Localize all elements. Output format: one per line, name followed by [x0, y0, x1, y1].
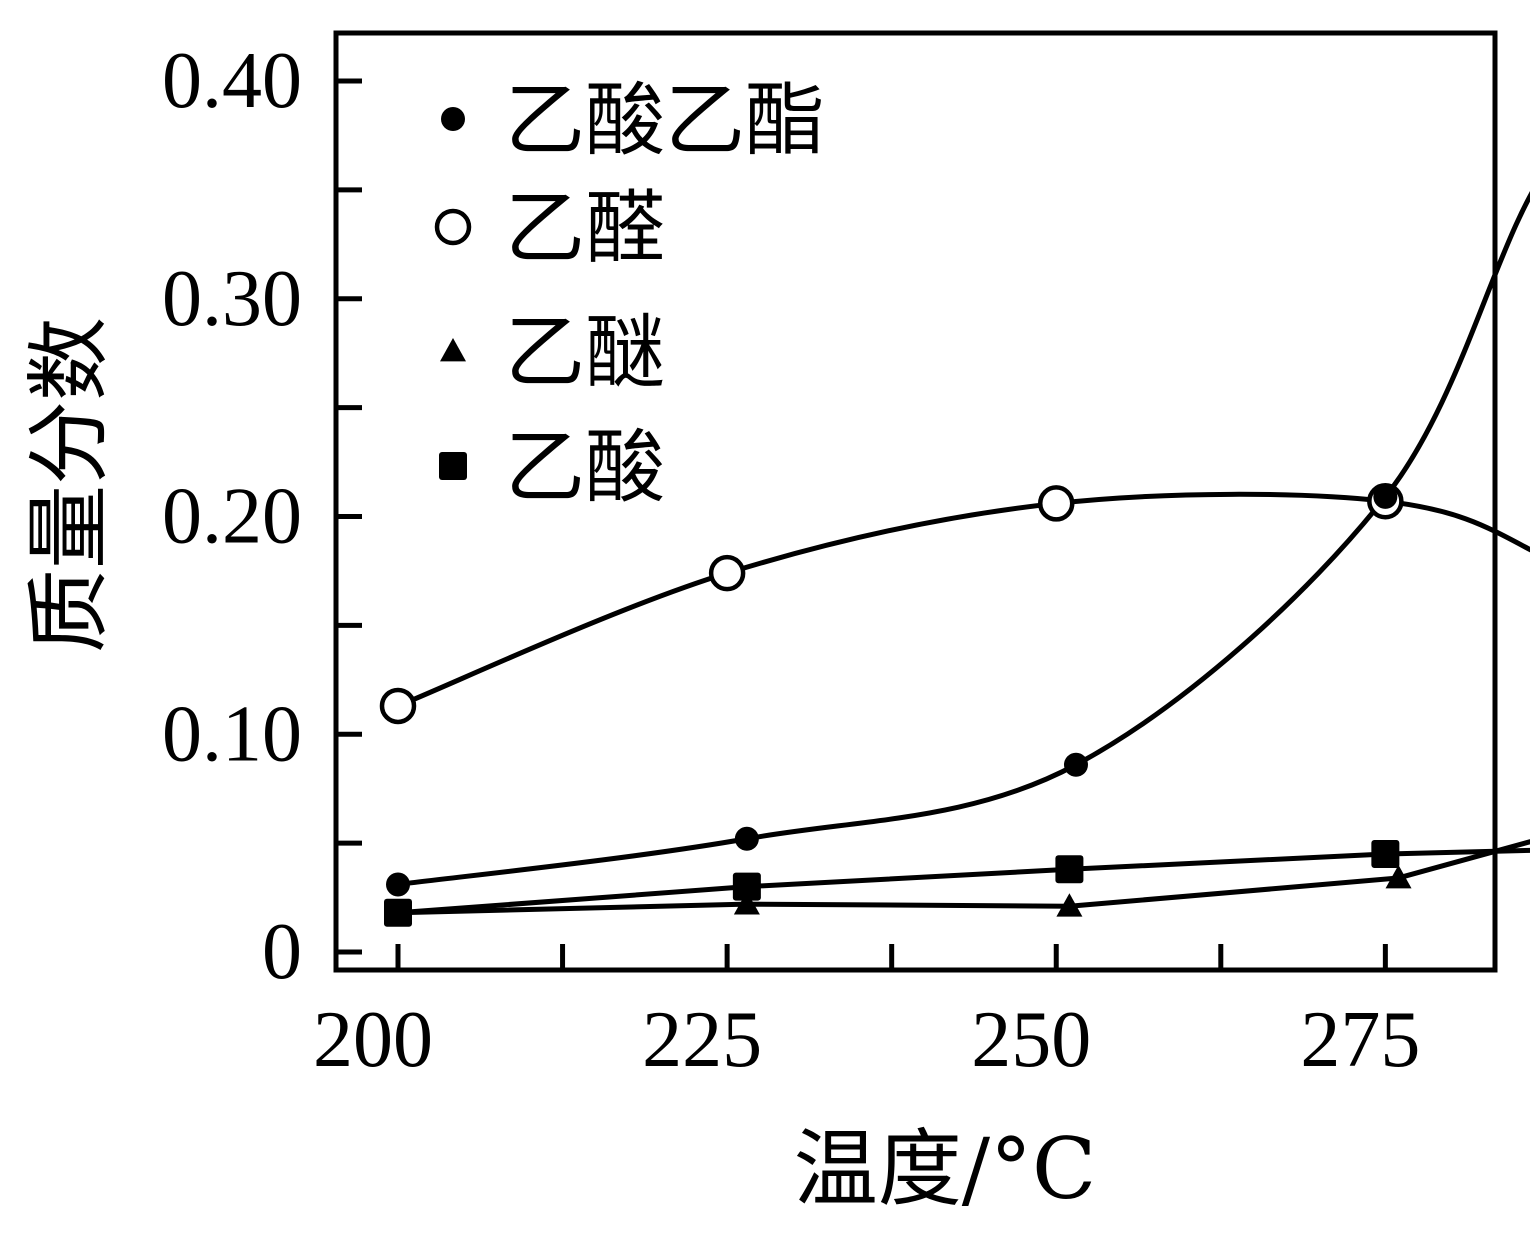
data-point-s2-2: [708, 554, 746, 592]
series-line-3: [397, 839, 1530, 916]
data-point-s1-1: [386, 872, 410, 897]
y-tick-label: 0.10: [162, 690, 302, 778]
data-point-s2-3: [1037, 485, 1075, 522]
series-line-1: [397, 191, 1530, 887]
data-point-s1-2: [734, 826, 759, 851]
legend-label-1: 乙酸乙酯: [505, 74, 825, 167]
x-tick-label: 275: [1300, 996, 1420, 1084]
plot-frame: [333, 30, 1498, 973]
legend-marker-2: [434, 208, 472, 246]
legend-label-2: 乙醛: [505, 182, 665, 275]
data-point-s3-3: [1056, 893, 1083, 917]
legend-label-3: 乙醚: [505, 306, 665, 399]
y-axis-title: 质量分数: [20, 317, 118, 653]
data-point-s4-4: [1371, 840, 1400, 869]
data-point-s1-4: [1373, 484, 1398, 509]
data-point-s2-1: [379, 687, 417, 725]
series-layer: [379, 191, 1530, 927]
y-tick-label: 0.30: [162, 255, 302, 343]
y-tick-label: 0.20: [162, 473, 302, 561]
data-point-s1-3: [1063, 752, 1088, 777]
x-axis-title: 温度/°C: [794, 1120, 1097, 1218]
x-tick-label: 225: [642, 996, 762, 1084]
legend-marker-1: [441, 107, 465, 131]
x-tick-label: 250: [971, 996, 1091, 1084]
data-point-s3-2: [733, 891, 760, 915]
data-point-s3-1: [385, 899, 411, 924]
data-point-s3-4: [1385, 864, 1412, 889]
legend-marker-3: [440, 338, 466, 362]
y-tick-label: 0: [262, 908, 302, 996]
legend-marker-4: [439, 452, 467, 480]
series-line-4: [397, 847, 1530, 916]
axes: 00.100.200.300.40200225250275300325: [162, 30, 1498, 1084]
series-line-2: [397, 491, 1530, 709]
data-point-s4-2: [732, 872, 761, 901]
data-point-s4-3: [1055, 855, 1084, 884]
y-tick-label: 0.40: [162, 37, 302, 125]
x-tick-label: 200: [313, 996, 433, 1084]
legend-label-4: 乙酸: [505, 421, 665, 514]
